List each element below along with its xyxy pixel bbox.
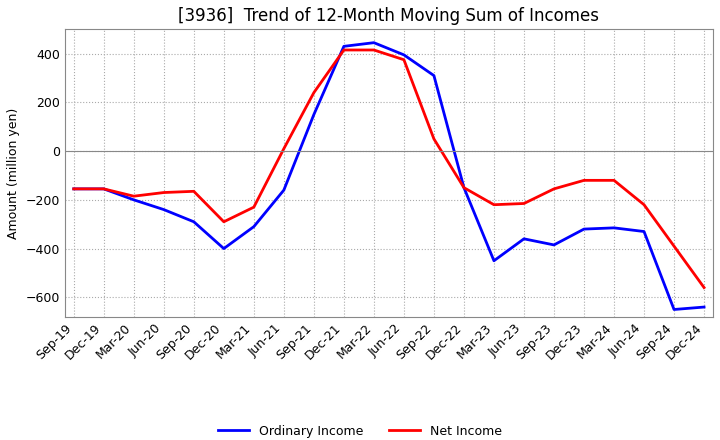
Line: Net Income: Net Income: [73, 50, 704, 288]
Net Income: [459, 185, 468, 190]
Net Income: [340, 48, 348, 53]
Net Income: [69, 186, 78, 191]
Ordinary Income: [279, 187, 288, 193]
Ordinary Income: [369, 40, 378, 45]
Ordinary Income: [250, 224, 258, 229]
Ordinary Income: [130, 197, 138, 202]
Net Income: [610, 178, 618, 183]
Y-axis label: Amount (million yen): Amount (million yen): [7, 107, 20, 238]
Ordinary Income: [459, 185, 468, 190]
Net Income: [159, 190, 168, 195]
Legend: Ordinary Income, Net Income: Ordinary Income, Net Income: [213, 420, 507, 440]
Ordinary Income: [189, 219, 198, 224]
Net Income: [700, 285, 708, 290]
Net Income: [549, 186, 558, 191]
Ordinary Income: [400, 52, 408, 58]
Ordinary Income: [639, 229, 648, 234]
Net Income: [250, 205, 258, 210]
Ordinary Income: [99, 186, 108, 191]
Ordinary Income: [310, 112, 318, 117]
Ordinary Income: [670, 307, 678, 312]
Net Income: [279, 146, 288, 151]
Ordinary Income: [159, 207, 168, 212]
Net Income: [430, 136, 438, 142]
Ordinary Income: [69, 186, 78, 191]
Ordinary Income: [580, 227, 588, 232]
Title: [3936]  Trend of 12-Month Moving Sum of Incomes: [3936] Trend of 12-Month Moving Sum of I…: [179, 7, 599, 25]
Ordinary Income: [490, 258, 498, 264]
Net Income: [490, 202, 498, 207]
Net Income: [310, 90, 318, 95]
Net Income: [220, 219, 228, 224]
Net Income: [670, 243, 678, 249]
Net Income: [189, 189, 198, 194]
Line: Ordinary Income: Ordinary Income: [73, 43, 704, 309]
Net Income: [639, 202, 648, 207]
Ordinary Income: [549, 242, 558, 248]
Net Income: [400, 57, 408, 62]
Net Income: [580, 178, 588, 183]
Ordinary Income: [220, 246, 228, 251]
Net Income: [130, 194, 138, 199]
Ordinary Income: [520, 236, 528, 242]
Ordinary Income: [340, 44, 348, 49]
Net Income: [520, 201, 528, 206]
Ordinary Income: [430, 73, 438, 78]
Net Income: [369, 48, 378, 53]
Net Income: [99, 186, 108, 191]
Ordinary Income: [610, 225, 618, 231]
Ordinary Income: [700, 304, 708, 310]
